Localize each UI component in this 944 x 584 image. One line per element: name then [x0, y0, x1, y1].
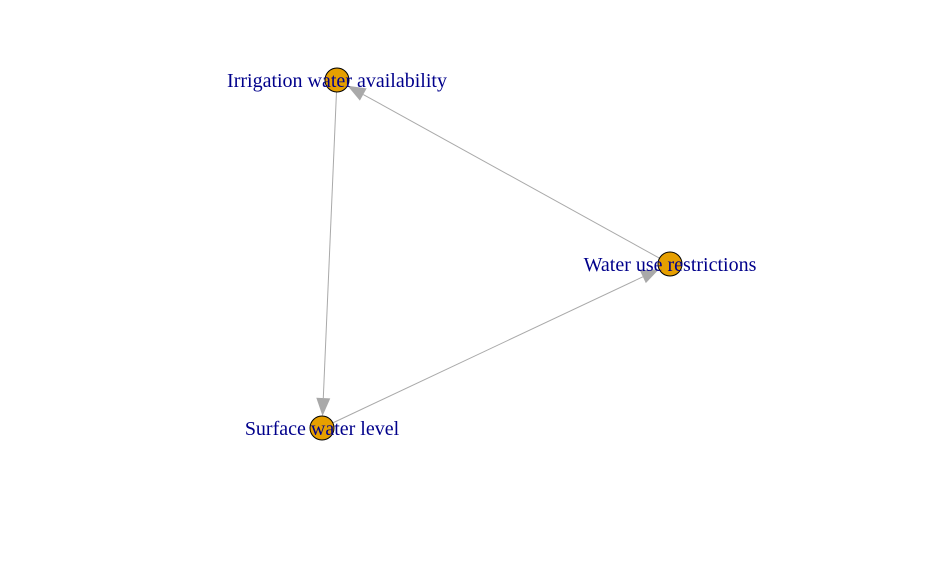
node-label-restrictions: Water use restrictions [584, 254, 757, 276]
node-label-irrigation: Irrigation water availability [227, 70, 447, 92]
edge-surface-to-restrictions [332, 276, 644, 424]
arrowhead-irrigation [347, 85, 367, 101]
arrowhead-restrictions [639, 269, 660, 284]
node-surface [309, 415, 335, 441]
arrowhead-surface [316, 397, 331, 417]
nodes-layer: Irrigation water availability Water use r… [227, 67, 757, 441]
edge-irrigation-to-surface [322, 91, 337, 399]
edges-layer [316, 85, 660, 424]
node-label-surface: Surface water level [245, 418, 400, 440]
node-restrictions [657, 251, 683, 277]
node-irrigation [324, 67, 350, 93]
edge-restrictions-to-irrigation [363, 94, 660, 259]
